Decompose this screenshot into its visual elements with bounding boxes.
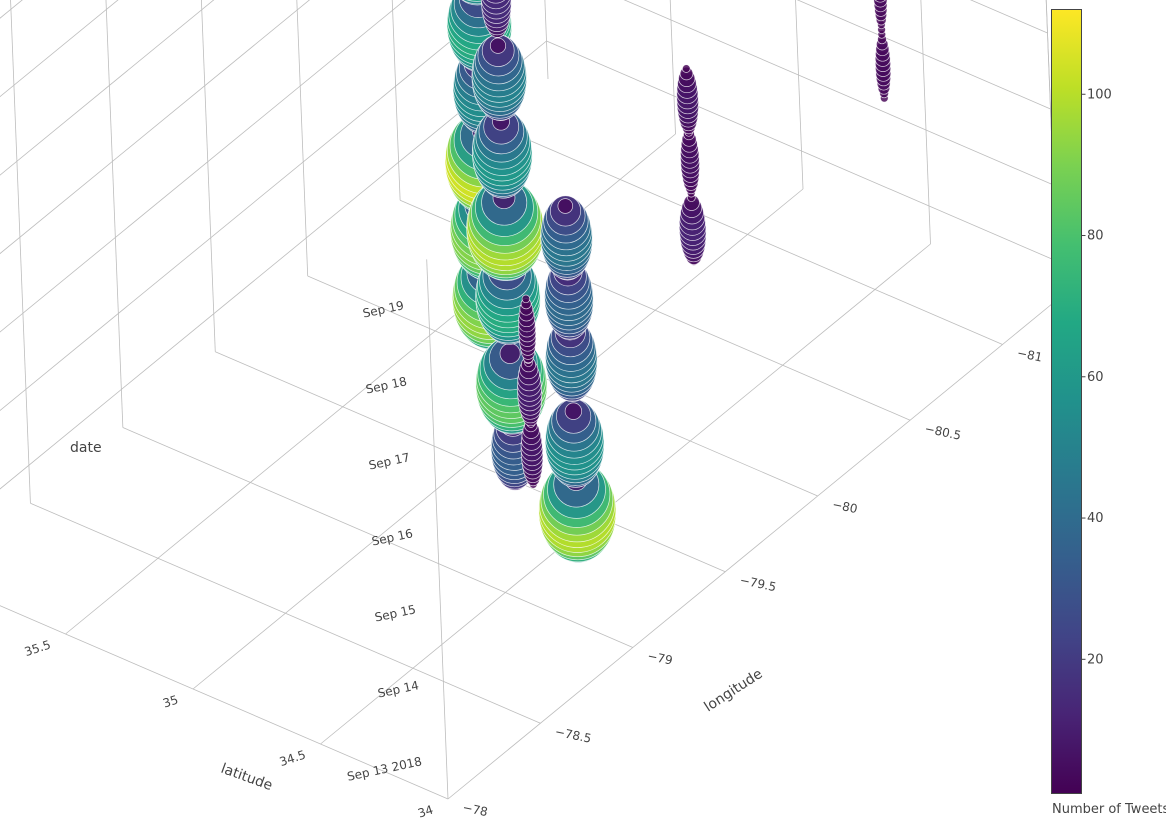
y-tick-label: −80.5 — [923, 421, 962, 442]
bubble-marker — [486, 0, 506, 4]
bubble-marker — [482, 0, 510, 10]
z-axis-title: date — [70, 440, 102, 456]
bubble-marker — [521, 294, 531, 304]
grid-line — [546, 40, 1057, 262]
colorbar-tick-label: 20 — [1087, 652, 1104, 667]
y-axis-title: longitude — [701, 666, 765, 715]
y-tick-label: −81 — [1016, 346, 1044, 365]
grid-line — [391, 0, 401, 201]
grid-line — [920, 0, 931, 245]
z-tick-label: Sep 18 — [364, 374, 408, 396]
bubble-marker — [682, 64, 691, 73]
grid-line — [0, 605, 449, 800]
grid-line — [492, 124, 1003, 345]
grid-line — [0, 40, 547, 490]
y-tick-label: −79 — [646, 649, 674, 668]
x-tick-label: 35.5 — [23, 638, 53, 660]
z-tick-label: Sep 16 — [370, 526, 414, 548]
bubble-marker — [873, 0, 888, 8]
grid-line — [105, 0, 124, 428]
grid-line — [0, 0, 119, 98]
colorbar-title: Number of Tweets — [1052, 802, 1166, 817]
grid-line — [122, 427, 634, 648]
box-edge — [544, 0, 549, 80]
y-tick-label: −78 — [461, 800, 489, 819]
y-tick-label: −78.5 — [554, 724, 593, 745]
grid-line — [795, 0, 804, 190]
x-tick-label: 34.5 — [278, 748, 308, 770]
grid-line — [0, 0, 23, 19]
z-tick-label: Sep 14 — [376, 678, 420, 700]
grid-line — [215, 351, 726, 573]
bubble-marker — [874, 0, 886, 3]
grid-line — [0, 0, 215, 176]
colorbar: 20 40 60 80 100 Number of Tweets — [1051, 9, 1166, 817]
grid-line — [669, 0, 676, 135]
grid-line — [969, 0, 1048, 34]
grid-line — [30, 502, 541, 724]
grid-line — [296, 0, 309, 276]
grid-line — [447, 298, 1059, 800]
grid-line — [320, 243, 931, 745]
z-tick-label: Sep 17 — [367, 450, 411, 472]
x-tick-label: 34 — [416, 803, 435, 821]
bubble-marker — [564, 402, 583, 420]
colorbar-gradient — [1051, 9, 1082, 794]
bubble-marker — [499, 343, 521, 364]
grid-line — [200, 0, 216, 352]
bubble-marker — [489, 37, 507, 54]
y-tick-label: −79.5 — [739, 573, 778, 594]
y-tick-label: −80 — [831, 497, 859, 516]
box-edge — [426, 259, 449, 800]
grid-line — [796, 0, 1051, 110]
x-tick-label: 35 — [161, 693, 180, 711]
grid-line — [10, 0, 31, 504]
grid-line — [0, 0, 406, 333]
z-tick-label: Sep 13 2018 — [346, 754, 423, 784]
colorbar-ticks: 20 40 60 80 100 — [1081, 87, 1112, 667]
x-axis-title: latitude — [219, 761, 275, 794]
colorbar-tick-label: 100 — [1087, 87, 1112, 102]
bubble-marker — [557, 198, 574, 214]
bubble-markers — [444, 0, 892, 563]
colorbar-tick-label: 80 — [1087, 229, 1104, 244]
z-tick-label: Sep 15 — [373, 602, 417, 624]
grid-line — [623, 0, 1054, 186]
colorbar-tick-label: 40 — [1087, 511, 1104, 526]
colorbar-tick-label: 60 — [1087, 370, 1104, 385]
grid-line — [0, 0, 310, 255]
grid-line — [0, 0, 502, 412]
